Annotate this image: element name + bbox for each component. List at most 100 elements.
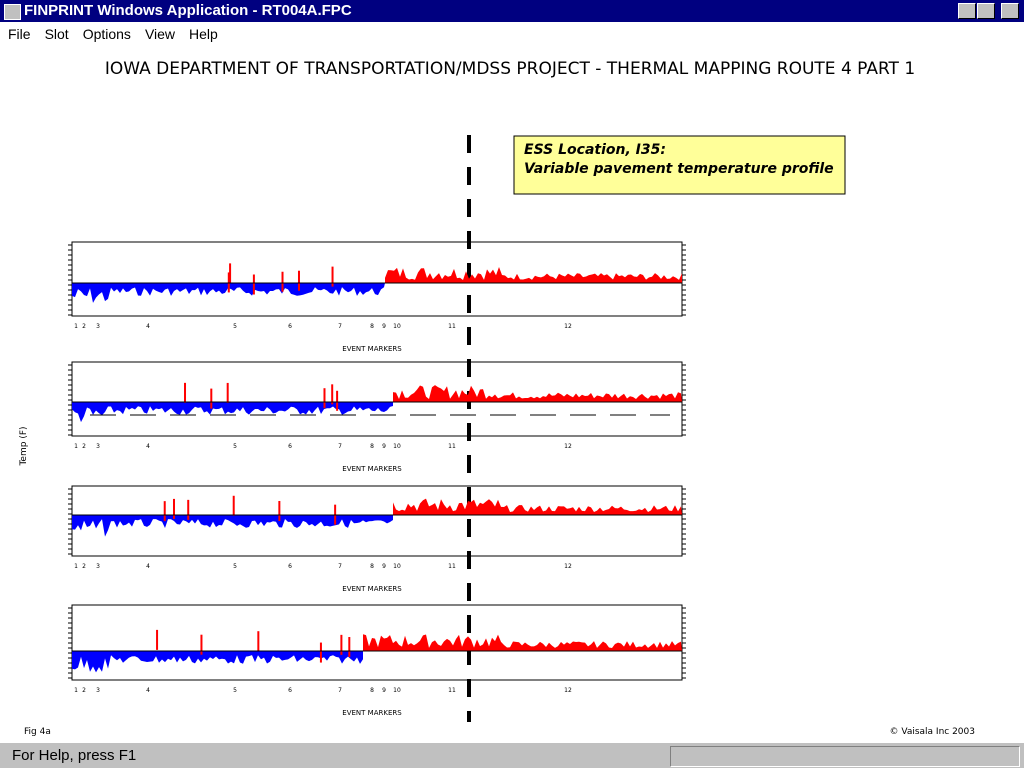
event-marker-label: 5 [233, 323, 237, 330]
event-marker-label: 6 [288, 687, 292, 694]
event-marker-label: 3 [96, 323, 100, 330]
warm-spike [163, 501, 166, 522]
event-marker-label: 10 [393, 323, 401, 330]
status-text: For Help, press F1 [12, 747, 137, 764]
event-marker-label: 11 [448, 563, 456, 570]
warm-spike [348, 637, 351, 658]
warm-spike [323, 388, 326, 409]
menu-item[interactable]: File [8, 26, 31, 42]
event-marker-label: 5 [233, 443, 237, 450]
event-marker-label: 10 [393, 687, 401, 694]
event-marker-label: 12 [564, 443, 572, 450]
profile-frame [71, 361, 683, 437]
cold-profile [72, 402, 393, 423]
title-bar: FINPRINT Windows Application - RT004A.FP… [0, 0, 1024, 22]
event-marker-label: 5 [233, 687, 237, 694]
event-marker-label: 4 [146, 687, 150, 694]
warm-spike [210, 388, 213, 409]
event-marker-label: 6 [288, 323, 292, 330]
event-marker-label: 2 [82, 563, 86, 570]
footer-left: Fig 4a [24, 727, 51, 737]
event-marker-label: 3 [96, 563, 100, 570]
cold-profile [72, 515, 393, 537]
event-markers-label: EVENT MARKERS [342, 585, 402, 593]
warm-spike [331, 384, 334, 405]
footer-right: © Vaisala Inc 2003 [890, 727, 976, 737]
annotation-line: ESS Location, I35: [524, 142, 666, 158]
warm-spike [336, 390, 339, 411]
document-view: IOWA DEPARTMENT OF TRANSPORTATION/MDSS P… [19, 59, 976, 737]
event-marker-label: 12 [564, 563, 572, 570]
event-marker-label: 7 [338, 443, 342, 450]
event-marker-label: 10 [393, 443, 401, 450]
event-marker-label: 2 [82, 687, 86, 694]
app-icon [4, 4, 21, 20]
event-marker-label: 5 [233, 563, 237, 570]
event-marker-label: 2 [82, 323, 86, 330]
event-marker-label: 3 [96, 687, 100, 694]
warm-spike [227, 272, 230, 293]
warm-spike [229, 263, 232, 284]
warm-spike [319, 642, 322, 663]
event-marker-label: 2 [82, 443, 86, 450]
status-bar: For Help, press F1 [0, 742, 1024, 768]
warm-profile [393, 498, 682, 515]
warm-spike [278, 500, 281, 521]
menu-item[interactable]: View [144, 26, 176, 42]
event-marker-label: 7 [338, 687, 342, 694]
warm-spike [187, 499, 190, 520]
event-marker-label: 9 [382, 323, 386, 330]
event-marker-label: 8 [370, 443, 374, 450]
event-marker-label: 8 [370, 323, 374, 330]
event-marker-label: 11 [448, 687, 456, 694]
page-title: IOWA DEPARTMENT OF TRANSPORTATION/MDSS P… [105, 59, 915, 79]
event-marker-label: 8 [370, 687, 374, 694]
event-marker-label: 4 [146, 443, 150, 450]
profile-frame [71, 604, 683, 681]
warm-spike [340, 634, 343, 655]
event-marker-label: 12 [564, 323, 572, 330]
event-marker-label: 9 [382, 687, 386, 694]
warm-spike [226, 382, 229, 403]
restore-button[interactable] [977, 3, 995, 19]
cold-profile [72, 651, 363, 673]
event-marker-label: 7 [338, 563, 342, 570]
event-marker-label: 8 [370, 563, 374, 570]
event-marker-label: 6 [288, 443, 292, 450]
window-title: FINPRINT Windows Application - RT004A.FP… [24, 2, 352, 19]
warm-profile [385, 266, 682, 283]
warm-spike [331, 266, 334, 287]
minimize-button[interactable] [958, 3, 976, 19]
annotation-box [513, 135, 846, 195]
event-marker-label: 9 [382, 563, 386, 570]
event-marker-label: 4 [146, 323, 150, 330]
close-button[interactable] [1001, 3, 1019, 19]
event-marker-label: 1 [74, 687, 78, 694]
warm-spike [297, 270, 300, 291]
menu-item[interactable]: Slot [44, 26, 69, 42]
event-marker-label: 9 [382, 443, 386, 450]
warm-profile [393, 385, 682, 402]
event-marker-label: 3 [96, 443, 100, 450]
event-marker-label: 10 [393, 563, 401, 570]
warm-spike [184, 382, 187, 403]
status-pane [670, 746, 1020, 767]
event-marker-label: 11 [448, 323, 456, 330]
warm-spike [257, 631, 260, 652]
y-axis-label: Temp (F) [19, 426, 29, 466]
warm-profile [363, 634, 682, 651]
event-marker-label: 4 [146, 563, 150, 570]
warm-spike [252, 274, 255, 295]
warm-spike [156, 629, 159, 650]
event-marker-label: 6 [288, 563, 292, 570]
event-marker-label: 1 [74, 443, 78, 450]
warm-spike [281, 271, 284, 292]
menu-bar: File Slot Options View Help [0, 22, 1024, 46]
annotation-line: Variable pavement temperature profile [524, 161, 834, 177]
warm-spike [232, 495, 235, 516]
menu-item[interactable]: Help [189, 26, 218, 42]
event-markers-label: EVENT MARKERS [342, 345, 402, 353]
menu-item[interactable]: Options [82, 26, 131, 42]
event-marker-label: 7 [338, 323, 342, 330]
